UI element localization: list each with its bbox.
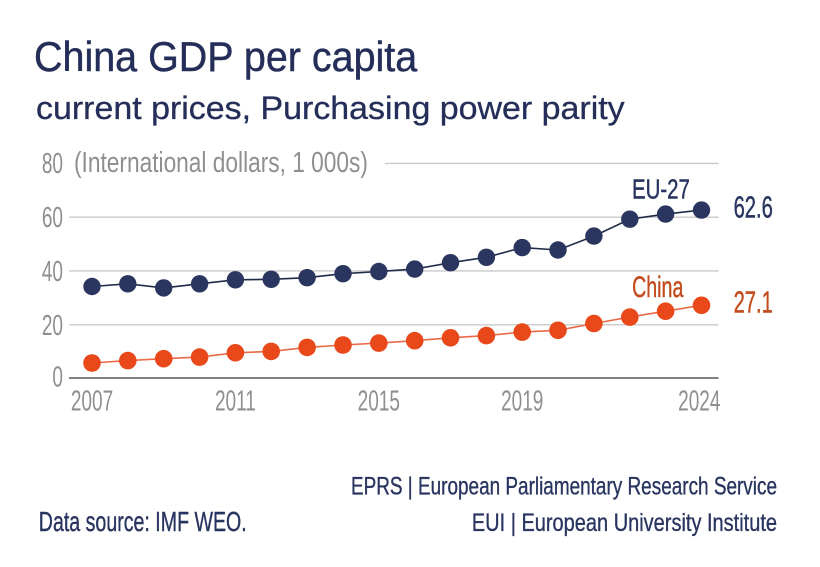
svg-text:(International dollars, 1 000s: (International dollars, 1 000s) — [74, 145, 368, 178]
svg-text:2011: 2011 — [215, 386, 256, 418]
svg-text:80: 80 — [42, 148, 63, 180]
svg-text:0: 0 — [52, 362, 63, 394]
svg-text:EUI | European University Inst: EUI | European University Institute — [472, 509, 777, 537]
svg-text:60: 60 — [42, 202, 63, 234]
svg-text:40: 40 — [42, 256, 63, 288]
svg-text:China: China — [632, 271, 683, 304]
svg-text:current prices, Purchasing pow: current prices, Purchasing power parity — [36, 90, 625, 126]
svg-text:EPRS | European Parliamentary: EPRS | European Parliamentary Research S… — [351, 472, 777, 500]
svg-text:62.6: 62.6 — [734, 189, 773, 224]
svg-text:Data source: IMF WEO.: Data source: IMF WEO. — [39, 507, 247, 538]
svg-text:2024: 2024 — [678, 386, 720, 418]
svg-text:20: 20 — [42, 310, 63, 342]
svg-text:China GDP per capita: China GDP per capita — [34, 33, 418, 80]
svg-text:EU-27: EU-27 — [632, 175, 690, 206]
svg-text:2007: 2007 — [71, 386, 113, 418]
svg-text:2015: 2015 — [358, 386, 400, 418]
svg-text:27.1: 27.1 — [734, 284, 773, 319]
svg-text:2019: 2019 — [501, 386, 543, 418]
